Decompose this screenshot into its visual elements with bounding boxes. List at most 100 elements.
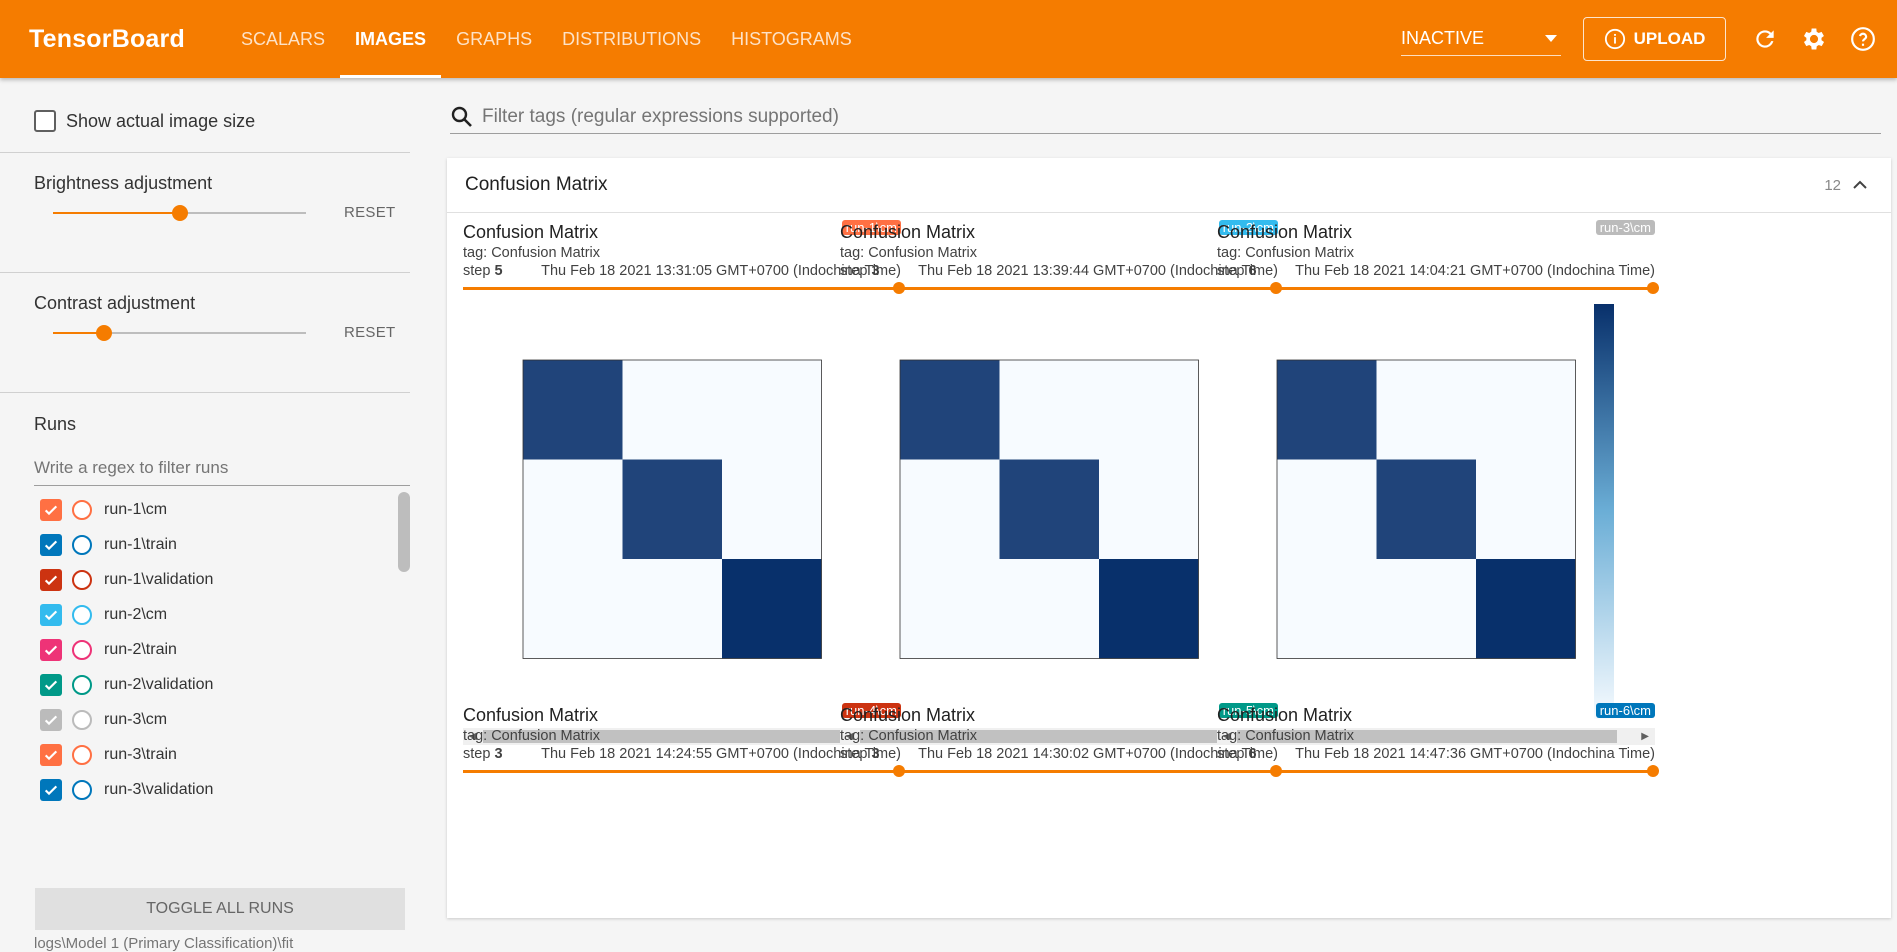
show-actual-size-checkbox[interactable] xyxy=(34,110,56,132)
matrix-cell xyxy=(722,459,822,559)
tag-group-header[interactable]: Confusion Matrix 12 xyxy=(447,158,1891,213)
runs-filter-placeholder: Write a regex to filter runs xyxy=(34,458,229,477)
matrix-cell xyxy=(999,559,1099,659)
pane-timestamp: Thu Feb 18 2021 14:24:55 GMT+0700 (Indoc… xyxy=(541,746,901,762)
run-color-swatch[interactable] xyxy=(72,534,92,555)
plugin-select[interactable]: INACTIVE xyxy=(1401,22,1561,56)
pane-step-value: 6 xyxy=(1248,746,1257,762)
run-row[interactable]: run-2\validation xyxy=(40,667,213,702)
step-slider[interactable] xyxy=(840,282,1282,294)
upload-button[interactable]: UPLOAD xyxy=(1583,17,1726,61)
run-name: run-2\train xyxy=(104,640,177,658)
matrix-cell xyxy=(1277,360,1377,460)
scrollbar-thumb[interactable] xyxy=(860,730,1240,743)
step-slider[interactable] xyxy=(463,282,905,294)
scrollbar-thumb[interactable] xyxy=(1237,730,1617,743)
settings-button[interactable] xyxy=(1799,24,1829,54)
contrast-slider[interactable] xyxy=(53,324,306,341)
run-checkbox[interactable] xyxy=(40,603,62,626)
image-pane: Confusion Matrix run-6\cm tag: Confusion M… xyxy=(1217,703,1659,777)
run-color-swatch[interactable] xyxy=(72,569,92,590)
chevron-up-icon[interactable] xyxy=(1851,176,1869,194)
pane-title: Confusion Matrix xyxy=(1217,705,1353,725)
image-pane: Confusion Matrix run-3\cm tag: Confusion M… xyxy=(1217,220,1659,745)
tab-images[interactable]: IMAGES xyxy=(340,0,442,78)
run-color-swatch[interactable] xyxy=(72,779,92,800)
scrollbar-thumb[interactable] xyxy=(483,730,863,743)
step-slider[interactable] xyxy=(1217,282,1659,294)
runs-filter-input[interactable]: Write a regex to filter runs xyxy=(34,452,410,486)
run-row[interactable]: run-1\cm xyxy=(40,492,167,527)
run-checkbox[interactable] xyxy=(40,673,62,696)
toggle-all-runs-button[interactable]: TOGGLE ALL RUNS xyxy=(35,888,405,930)
run-checkbox[interactable] xyxy=(40,743,62,766)
image-horizontal-scrollbar[interactable]: ◀▶ xyxy=(1217,728,1655,745)
brightness-slider-handle[interactable] xyxy=(171,204,188,221)
brightness-reset-button[interactable]: RESET xyxy=(344,204,396,221)
brightness-title: Brightness adjustment xyxy=(34,173,213,193)
run-checkbox[interactable] xyxy=(40,778,62,801)
run-checkbox[interactable] xyxy=(40,533,62,556)
scroll-left-arrow-icon[interactable]: ◀ xyxy=(469,731,477,742)
run-row[interactable]: run-1\validation xyxy=(40,562,213,597)
scroll-right-arrow-icon[interactable]: ▶ xyxy=(1641,731,1649,742)
pane-timestamp: Thu Feb 18 2021 13:39:44 GMT+0700 (Indoc… xyxy=(918,263,1278,279)
matrix-frame xyxy=(522,359,822,659)
tab-histograms[interactable]: HISTOGRAMS xyxy=(731,28,852,49)
matrix-cell xyxy=(1099,559,1199,659)
check-icon xyxy=(44,750,58,760)
contrast-slider-handle[interactable] xyxy=(95,324,112,341)
image-horizontal-scrollbar[interactable]: ◀▶ xyxy=(463,728,901,745)
tab-distributions[interactable]: DISTRIBUTIONS xyxy=(562,28,702,49)
check-icon xyxy=(44,540,58,550)
runs-scrollbar[interactable] xyxy=(398,492,410,572)
confusion-matrix-plot xyxy=(522,304,860,719)
matrix-cell xyxy=(523,360,623,460)
step-slider-handle[interactable] xyxy=(1647,282,1659,294)
run-color-swatch[interactable] xyxy=(72,499,92,520)
run-row[interactable]: run-3\cm xyxy=(40,702,167,737)
matrix-cell xyxy=(622,559,722,659)
help-button[interactable] xyxy=(1848,24,1878,54)
run-row[interactable]: run-1\train xyxy=(40,527,177,562)
pane-title: Confusion Matrix xyxy=(463,222,599,242)
run-checkbox[interactable] xyxy=(40,708,62,731)
image-pane: Confusion Matrix run-4\cm tag: Confusion M… xyxy=(463,703,905,777)
pane-run-label: run-3\cm xyxy=(1595,220,1655,235)
tab-scalars[interactable]: SCALARS xyxy=(241,28,326,49)
scroll-left-arrow-icon[interactable]: ◀ xyxy=(846,731,854,742)
tab-graphs[interactable]: GRAPHS xyxy=(456,28,533,49)
image-pane: Confusion Matrix run-5\cm tag: Confusion M… xyxy=(840,703,1282,777)
run-color-swatch[interactable] xyxy=(72,674,92,695)
run-color-swatch[interactable] xyxy=(72,639,92,660)
run-checkbox[interactable] xyxy=(40,568,62,591)
run-color-swatch[interactable] xyxy=(72,604,92,625)
run-row[interactable]: run-3\train xyxy=(40,737,177,772)
run-color-swatch[interactable] xyxy=(72,744,92,765)
run-row[interactable]: run-3\validation xyxy=(40,772,213,807)
scroll-left-arrow-icon[interactable]: ◀ xyxy=(1223,731,1231,742)
reload-button[interactable] xyxy=(1750,24,1780,54)
run-name: run-2\validation xyxy=(104,675,214,693)
image-horizontal-scrollbar[interactable]: ◀▶ xyxy=(840,728,1278,745)
pane-run-label: run-5\cm xyxy=(1218,703,1278,718)
pane-step-label: step xyxy=(463,746,491,762)
show-actual-size-toggle[interactable]: Show actual image size xyxy=(34,110,255,132)
run-color-swatch[interactable] xyxy=(72,709,92,730)
confusion-matrix-plot xyxy=(899,304,1237,719)
run-row[interactable]: run-2\train xyxy=(40,632,177,667)
step-slider-handle[interactable] xyxy=(1647,765,1659,777)
step-slider[interactable] xyxy=(840,765,1282,777)
tag-filter-input[interactable]: Filter tags (regular expressions support… xyxy=(450,100,1881,134)
contrast-reset-button[interactable]: RESET xyxy=(344,324,396,341)
step-slider[interactable] xyxy=(1217,765,1659,777)
confusion-matrix-image xyxy=(463,304,901,724)
brightness-slider[interactable] xyxy=(53,204,306,221)
run-name: run-1\cm xyxy=(104,500,168,518)
run-row[interactable]: run-2\cm xyxy=(40,597,167,632)
run-checkbox[interactable] xyxy=(40,638,62,661)
pane-timestamp: Thu Feb 18 2021 14:30:02 GMT+0700 (Indoc… xyxy=(918,746,1278,762)
pane-run-label: run-2\cm xyxy=(1218,220,1278,235)
run-checkbox[interactable] xyxy=(40,498,62,521)
step-slider[interactable] xyxy=(463,765,905,777)
